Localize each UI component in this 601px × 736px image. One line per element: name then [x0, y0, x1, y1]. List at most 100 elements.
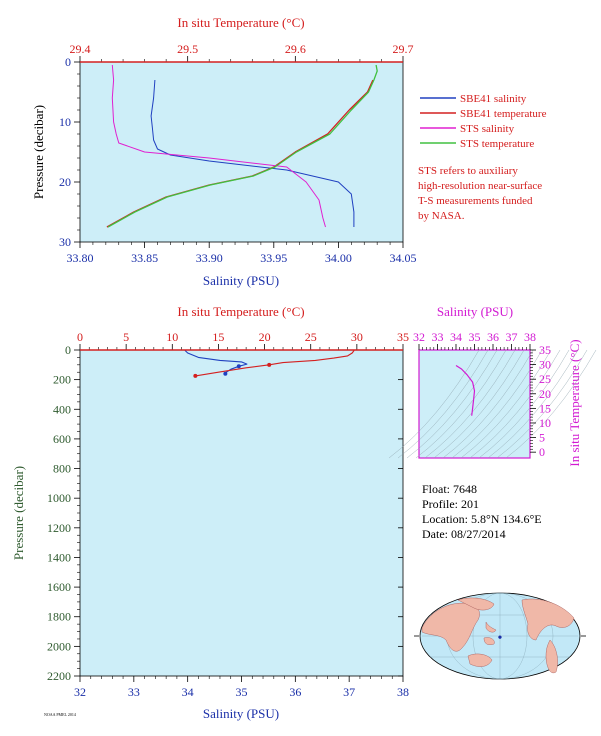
top-sal-tick-label: 33.95 — [260, 251, 287, 265]
ts-density-contour — [406, 349, 498, 459]
ts-sal-axis-title: Salinity (PSU) — [437, 304, 513, 319]
top-line-sts-temperature — [107, 64, 378, 228]
top-temp-ticks: 29.4 29.5 29.6 29.7 — [70, 42, 414, 62]
bottom-marker-sbe41-salinity-100 — [236, 364, 241, 369]
float-info-profile: Profile: 201 — [422, 497, 479, 511]
ts-temp-axis-title: In situ Temperature (°C) — [567, 339, 582, 466]
bottom-pres-tick-label: 1200 — [47, 521, 71, 535]
ts-sal-tick-label: 34 — [450, 330, 462, 344]
top-series — [80, 61, 403, 228]
top-sal-tick-label: 33.85 — [131, 251, 158, 265]
bottom-temp-tick-label: 30 — [351, 330, 363, 344]
bottom-marker-sbe41-temperature-100 — [267, 362, 272, 367]
bottom-marker-sbe41-temperature-end — [193, 373, 198, 378]
legend-note-line-2: high-resolution near-surface — [418, 180, 542, 192]
top-sal-ticks: 33.80 33.85 33.90 33.95 34.00 34.05 — [67, 242, 417, 265]
bottom-pres-tick-label: 600 — [53, 432, 71, 446]
top-temp-axis-title: In situ Temperature (°C) — [177, 15, 304, 30]
world-map: • — [414, 592, 586, 680]
bottom-pres-tick-label: 1000 — [47, 491, 71, 505]
legend-note-line-3: T-S measurements funded — [418, 195, 533, 207]
ts-sal-tick-label: 36 — [487, 330, 499, 344]
float-info-float: Float: 7648 — [422, 482, 477, 496]
ts-density-contour — [496, 349, 588, 459]
top-pres-ticks: 0 10 20 30 — [59, 55, 80, 249]
ts-density-contours — [388, 349, 597, 459]
ts-density-contour — [469, 349, 561, 459]
bottom-pres-tick-label: 2200 — [47, 669, 71, 683]
top-line-sbe41-salinity — [150, 79, 355, 227]
bottom-pres-tick-label: 800 — [53, 462, 71, 476]
ts-line — [455, 364, 476, 416]
ts-sal-tick-label: 38 — [524, 330, 536, 344]
top-sal-tick-label: 33.80 — [67, 251, 94, 265]
footer-tiny-text: NOAA PMEL 2014 — [44, 712, 76, 717]
top-pres-axis-title: Pressure (decibar) — [31, 105, 46, 199]
bottom-marker-sbe41-salinity-end — [223, 371, 228, 376]
bottom-sal-tick-label: 34 — [182, 685, 194, 699]
bottom-sal-ticks: 32 33 34 35 36 37 38 — [74, 676, 409, 699]
float-info: Float: 7648 Profile: 201 Location: 5.8°N… — [422, 482, 542, 541]
top-pres-tick-label: 30 — [59, 235, 71, 249]
top-temp-tick-label: 29.6 — [285, 42, 306, 56]
ts-temp-tick-label: 0 — [539, 445, 545, 459]
legend-label-sts-salinity: STS salinity — [460, 123, 515, 135]
ts-series — [455, 364, 476, 416]
ts-sal-tick-label: 35 — [469, 330, 481, 344]
ts-sal-tick-label: 37 — [506, 330, 518, 344]
ts-density-contour — [478, 349, 570, 459]
bottom-sal-tick-label: 38 — [397, 685, 409, 699]
bottom-pres-tick-label: 0 — [65, 343, 71, 357]
top-sal-axis-title: Salinity (PSU) — [203, 273, 279, 288]
bottom-plot-area — [79, 349, 404, 677]
top-sal-tick-label: 34.00 — [325, 251, 352, 265]
top-temp-tick-label: 29.5 — [177, 42, 198, 56]
ts-temp-tick-label: 30 — [539, 358, 551, 372]
bottom-temp-axis-title: In situ Temperature (°C) — [177, 304, 304, 319]
bottom-pres-axis-title: Pressure (decibar) — [11, 466, 26, 560]
bottom-temp-tick-label: 0 — [77, 330, 83, 344]
float-info-date: Date: 08/27/2014 — [422, 527, 506, 541]
bottom-sal-tick-label: 33 — [128, 685, 140, 699]
ts-temp-tick-label: 35 — [539, 343, 551, 357]
ts-temp-tick-label: 20 — [539, 387, 551, 401]
bottom-sal-axis-title: Salinity (PSU) — [203, 706, 279, 721]
ts-density-contour — [415, 349, 507, 459]
legend-note-line-4: by NASA. — [418, 210, 465, 222]
float-info-location: Location: 5.8°N 134.6°E — [422, 512, 542, 526]
ts-sal-tick-label: 33 — [432, 330, 444, 344]
top-sal-tick-label: 34.05 — [390, 251, 417, 265]
legend-label-sbe41-temperature: SBE41 temperature — [460, 108, 547, 120]
ts-temp-tick-label: 5 — [539, 431, 545, 445]
ts-density-contour — [505, 349, 597, 459]
bottom-pres-ticks: 0 200 400 600 800 1000 1200 1400 1600 1800 2000 220… — [47, 343, 403, 683]
top-sal-tick-label: 33.90 — [196, 251, 223, 265]
bottom-sal-tick-label: 37 — [343, 685, 355, 699]
legend-note-line-1: STS refers to auxiliary — [418, 165, 518, 177]
top-pres-tick-label: 0 — [65, 55, 71, 69]
ts-density-contour — [433, 349, 525, 459]
ts-chart: Salinity (PSU) In situ Temperature (°C) … — [388, 304, 597, 467]
bottom-sal-tick-label: 32 — [74, 685, 86, 699]
bottom-temp-ticks: 0 5 10 15 20 25 30 35 — [77, 330, 409, 350]
bottom-temp-tick-label: 25 — [305, 330, 317, 344]
top-line-sts-salinity — [111, 64, 326, 228]
ts-density-contour — [451, 349, 543, 459]
bottom-temp-tick-label: 20 — [259, 330, 271, 344]
bottom-series — [80, 349, 403, 378]
bottom-temp-tick-label: 10 — [166, 330, 178, 344]
bottom-chart: In situ Temperature (°C) Salinity (PSU) … — [11, 304, 409, 721]
ts-sal-tick-label: 32 — [413, 330, 425, 344]
bottom-pres-tick-label: 200 — [53, 373, 71, 387]
ts-density-contour — [388, 349, 480, 459]
bottom-pres-tick-label: 400 — [53, 402, 71, 416]
bottom-temp-tick-label: 5 — [123, 330, 129, 344]
legend-label-sts-temperature: STS temperature — [460, 138, 534, 150]
ts-density-contour — [397, 349, 489, 459]
legend: SBE41 salinity SBE41 temperature STS sal… — [418, 93, 547, 222]
ts-sal-ticks: 32 33 34 35 36 37 38 — [413, 330, 536, 350]
bottom-line-sbe41-temperature — [195, 350, 355, 377]
ts-density-contour — [460, 349, 552, 459]
ts-density-contour — [487, 349, 579, 459]
